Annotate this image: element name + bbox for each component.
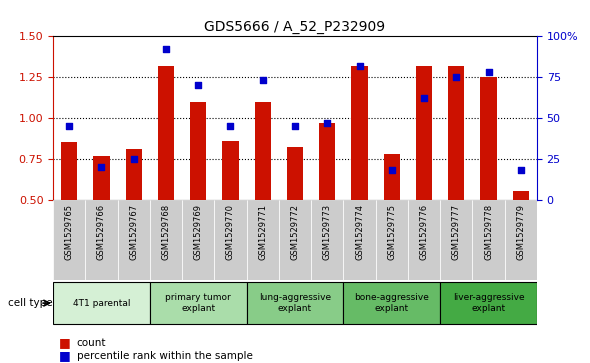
- Bar: [247, 200, 279, 280]
- Bar: [408, 200, 440, 280]
- Text: GSM1529775: GSM1529775: [387, 204, 396, 260]
- Bar: [448, 66, 464, 200]
- Bar: [311, 200, 343, 280]
- Point: [129, 156, 139, 162]
- Text: cell type: cell type: [8, 298, 53, 308]
- Text: count: count: [77, 338, 106, 348]
- Text: GSM1529770: GSM1529770: [226, 204, 235, 260]
- Text: 4T1 parental: 4T1 parental: [73, 299, 130, 307]
- Point: [64, 123, 74, 129]
- Text: percentile rank within the sample: percentile rank within the sample: [77, 351, 253, 361]
- Point: [194, 82, 203, 88]
- Bar: [247, 282, 343, 325]
- Bar: [440, 282, 537, 325]
- Bar: [150, 282, 247, 325]
- Point: [97, 164, 106, 170]
- Bar: [61, 143, 77, 200]
- Point: [290, 123, 300, 129]
- Text: GSM1529776: GSM1529776: [419, 204, 428, 260]
- Text: ■: ■: [59, 337, 71, 350]
- Point: [387, 167, 396, 173]
- Text: GSM1529769: GSM1529769: [194, 204, 203, 260]
- Point: [516, 167, 526, 173]
- Text: GSM1529768: GSM1529768: [162, 204, 171, 260]
- Bar: [182, 200, 214, 280]
- Point: [451, 74, 461, 80]
- Text: lung-aggressive
explant: lung-aggressive explant: [259, 293, 331, 313]
- Bar: [513, 192, 529, 200]
- Bar: [53, 200, 86, 280]
- Point: [258, 77, 267, 83]
- Text: GSM1529772: GSM1529772: [290, 204, 300, 260]
- Bar: [53, 282, 150, 325]
- Bar: [279, 200, 311, 280]
- Title: GDS5666 / A_52_P232909: GDS5666 / A_52_P232909: [205, 20, 385, 34]
- Bar: [504, 200, 537, 280]
- Bar: [255, 102, 271, 200]
- Point: [419, 95, 429, 101]
- Text: GSM1529765: GSM1529765: [65, 204, 74, 260]
- Text: GSM1529779: GSM1529779: [516, 204, 525, 260]
- Point: [484, 69, 493, 75]
- Text: primary tumor
explant: primary tumor explant: [165, 293, 231, 313]
- Bar: [93, 155, 110, 200]
- Text: ■: ■: [59, 349, 71, 362]
- Bar: [287, 147, 303, 200]
- Point: [323, 120, 332, 126]
- Text: GSM1529778: GSM1529778: [484, 204, 493, 260]
- Point: [355, 63, 364, 69]
- Bar: [480, 77, 497, 200]
- Bar: [117, 200, 150, 280]
- Text: GSM1529777: GSM1529777: [452, 204, 461, 260]
- Bar: [440, 200, 473, 280]
- Bar: [150, 200, 182, 280]
- Bar: [190, 102, 206, 200]
- Bar: [126, 149, 142, 200]
- Text: GSM1529774: GSM1529774: [355, 204, 364, 260]
- Point: [226, 123, 235, 129]
- Bar: [352, 66, 368, 200]
- Bar: [473, 200, 504, 280]
- Bar: [384, 154, 400, 200]
- Bar: [416, 66, 432, 200]
- Bar: [343, 200, 376, 280]
- Point: [161, 46, 171, 52]
- Text: GSM1529766: GSM1529766: [97, 204, 106, 260]
- Bar: [222, 141, 238, 200]
- Text: GSM1529773: GSM1529773: [323, 204, 332, 260]
- Bar: [214, 200, 247, 280]
- Bar: [158, 66, 174, 200]
- Text: bone-aggressive
explant: bone-aggressive explant: [355, 293, 429, 313]
- Text: liver-aggressive
explant: liver-aggressive explant: [453, 293, 525, 313]
- Text: GSM1529767: GSM1529767: [129, 204, 138, 260]
- Bar: [376, 200, 408, 280]
- Bar: [319, 123, 335, 200]
- Text: GSM1529771: GSM1529771: [258, 204, 267, 260]
- Bar: [86, 200, 117, 280]
- Bar: [343, 282, 440, 325]
